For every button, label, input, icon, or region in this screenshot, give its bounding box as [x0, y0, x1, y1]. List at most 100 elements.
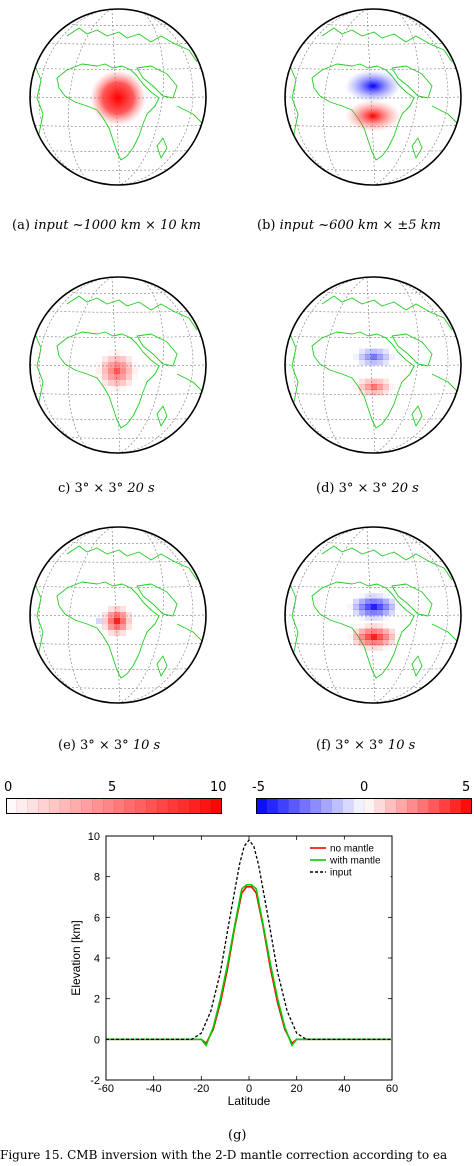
meridian-line: [293, 277, 376, 453]
anomaly-cell: [389, 628, 395, 635]
colorbar-cell: [49, 798, 61, 814]
arabia-coastline: [391, 333, 433, 367]
colorbar-left: [6, 798, 222, 814]
anomaly-cell: [377, 598, 383, 605]
madagascar-coastline: [156, 655, 168, 677]
africa-coastline: [56, 331, 160, 429]
anomaly-cell: [377, 593, 383, 600]
anomaly-cell: [353, 384, 359, 390]
anomaly-cell: [371, 359, 377, 366]
africa-coastline: [311, 331, 415, 429]
colorbar-cell: [385, 798, 397, 814]
madagascar-coastline: [156, 405, 168, 427]
anomaly: [90, 70, 146, 126]
anomaly: [345, 70, 401, 132]
caption-c: c) 3° × 3° 20 s: [58, 481, 155, 496]
colorbar-cell: [168, 798, 180, 814]
anomaly: [96, 350, 138, 392]
anomaly-cell: [353, 598, 359, 605]
anomaly-cell: [359, 644, 365, 651]
globe-panel-e: [29, 526, 207, 704]
meridian-line: [111, 527, 164, 703]
anomaly-cell: [383, 614, 389, 621]
americas-coastline: [34, 583, 44, 653]
anomaly-cell: [359, 634, 365, 640]
anomaly-cell: [377, 628, 383, 635]
europe-coastline: [66, 545, 198, 581]
colorbar-cell: [189, 798, 201, 814]
latitude-line: [303, 310, 443, 313]
colorbar-cell: [407, 798, 419, 814]
colorbar-cell: [114, 798, 126, 814]
anomaly-cell: [359, 628, 365, 635]
meridian-line: [111, 277, 164, 453]
anomaly-cell: [383, 628, 389, 635]
x-tick-label: -20: [193, 1083, 209, 1095]
anomaly-cell: [114, 606, 120, 612]
anomaly-cell: [377, 634, 383, 640]
anomaly-cell: [108, 374, 114, 380]
anomaly-cell: [377, 644, 383, 651]
caption-c-prefix: c) 3° × 3°: [58, 481, 128, 496]
anomaly-cell: [371, 348, 377, 355]
anomaly-cell: [126, 380, 132, 386]
anomaly-cell: [102, 356, 108, 362]
anomaly-cell: [114, 374, 120, 380]
anomaly-cell: [383, 598, 389, 605]
globe-outline: [29, 8, 207, 186]
anomaly-cell: [120, 368, 126, 374]
madagascar-coastline: [411, 405, 423, 427]
anomaly-cell: [371, 384, 377, 390]
anomaly-cell: [108, 362, 114, 368]
red-anomaly: [345, 100, 401, 132]
anomaly-cell: [383, 354, 389, 360]
americas-coastline: [289, 65, 299, 135]
legend-box: [305, 839, 391, 883]
latitude-line: [48, 560, 188, 563]
latitude-line: [67, 169, 169, 171]
x-tick-label: -40: [146, 1083, 162, 1095]
y-tick-label: 10: [88, 831, 100, 843]
anomaly-cell: [383, 389, 389, 396]
anomaly-cell: [102, 624, 108, 630]
anomaly-cell: [365, 644, 371, 651]
y-tick-label: -2: [90, 1075, 100, 1087]
anomaly-cell: [365, 614, 371, 621]
anomaly-cell: [132, 368, 138, 374]
anomaly-cell: [395, 604, 401, 610]
anomaly-cell: [365, 348, 371, 355]
anomaly-cell: [120, 624, 126, 630]
latitude-line: [322, 24, 424, 26]
blue-anomaly: [345, 70, 401, 102]
chart-caption: (g): [228, 1128, 247, 1143]
anomaly-cell: [353, 634, 359, 640]
latitude-line: [322, 542, 424, 544]
anomaly-cell: [102, 612, 108, 618]
europe-coastline: [321, 27, 453, 63]
anomaly-cell: [389, 639, 395, 646]
colorbar-cell: [70, 798, 83, 814]
globe-panel-d: [284, 276, 462, 454]
anomaly-cell: [359, 348, 365, 355]
europe-coastline: [66, 295, 198, 331]
colorbar-cell: [157, 798, 169, 814]
madagascar-coastline: [411, 655, 423, 677]
colorbar-cell: [200, 798, 212, 814]
africa-coastline: [56, 581, 160, 679]
arabia-coastline: [136, 65, 178, 99]
x-tick-label: 20: [291, 1083, 303, 1095]
x-axis-label: Latitude: [228, 1094, 271, 1108]
colorbar-cell: [92, 798, 104, 814]
latitude-line: [303, 560, 443, 563]
anomaly-cell: [359, 614, 365, 621]
latitude-line: [303, 418, 443, 421]
anomaly-cell: [120, 380, 126, 386]
caption-b-prefix: (b): [257, 218, 280, 233]
anomaly-cell: [371, 628, 377, 635]
colorbar-cell: [178, 798, 191, 814]
anomaly-cell: [365, 639, 371, 646]
colorbar-cell: [266, 798, 279, 814]
anomaly-cell: [108, 630, 114, 636]
colorbar-right: [256, 798, 472, 814]
anomaly-cell: [102, 374, 108, 380]
